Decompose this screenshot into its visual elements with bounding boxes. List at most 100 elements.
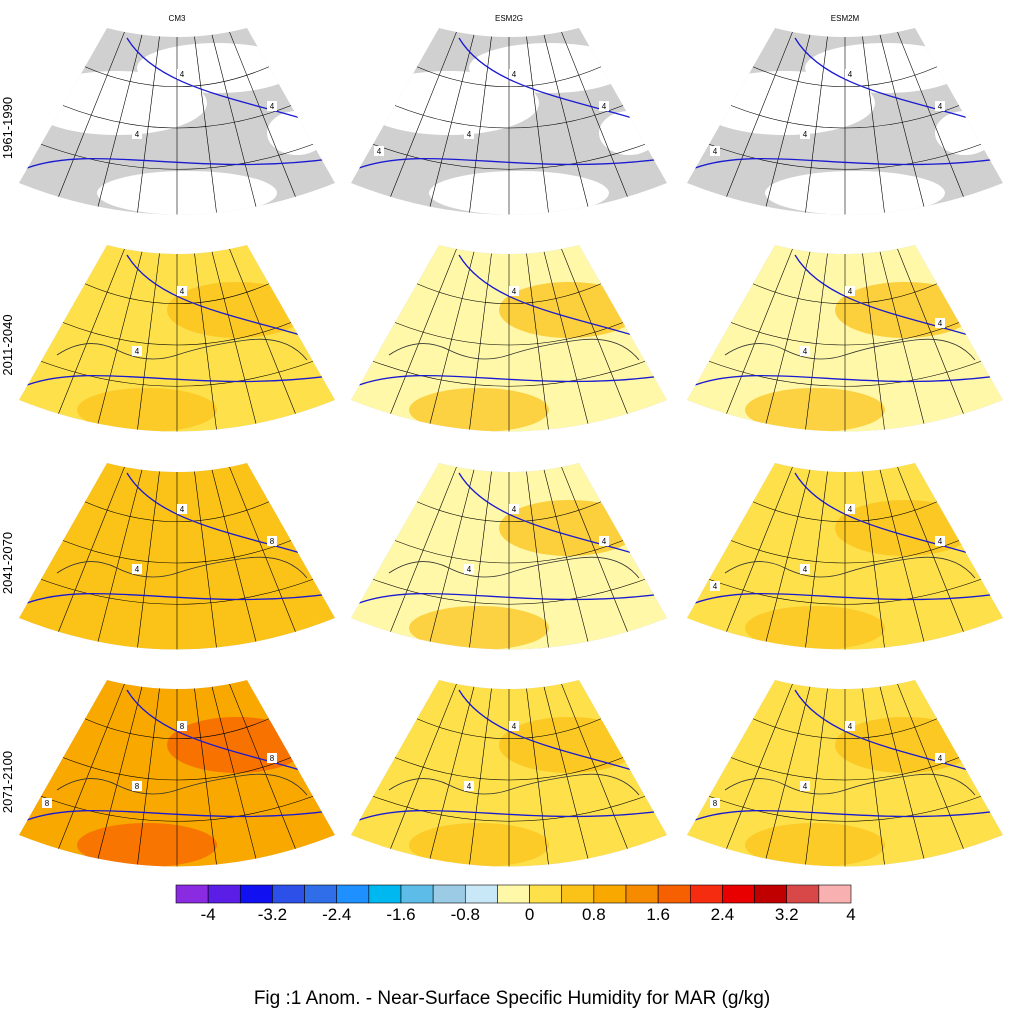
graticule-meridian: [429, 34, 475, 207]
graticule-parallel: [752, 718, 938, 740]
colorbar-swatch: [689, 884, 723, 904]
contour-line: [26, 809, 335, 821]
graticule-meridian: [526, 688, 549, 865]
colorbar-swatch: [368, 884, 402, 904]
anomaly-blob: [77, 606, 217, 650]
svg-text:4: 4: [180, 70, 185, 79]
anomaly-blob: [745, 388, 885, 432]
svg-text:4: 4: [803, 565, 808, 574]
colorbar-swatch: [400, 884, 434, 904]
svg-text:4: 4: [803, 130, 808, 139]
graticule-meridian: [469, 36, 492, 213]
contour-label: 4: [177, 286, 187, 296]
contour-label: 4: [177, 69, 187, 79]
colorbar-tick-label: -3.2: [258, 905, 287, 924]
coastline: [388, 338, 640, 361]
map-panel: 4 4 4: [351, 463, 667, 650]
graticule-parallel: [372, 143, 646, 170]
graticule-parallel: [372, 578, 646, 605]
graticule-parallel: [84, 283, 270, 305]
graticule-parallel: [40, 360, 314, 387]
graticule-parallel: [62, 105, 292, 129]
graticule-meridian: [862, 688, 885, 865]
graticule-parallel: [416, 718, 602, 740]
contour-label: 4: [599, 536, 609, 546]
contour-line: [26, 374, 335, 386]
graticule-meridian: [211, 34, 257, 207]
graticule-meridian: [137, 688, 160, 865]
row-label-2071-2100: 2071-2100: [0, 751, 15, 813]
graticule-meridian: [390, 31, 457, 197]
graticule-meridian: [97, 251, 143, 424]
svg-text:4: 4: [602, 537, 607, 546]
contour-line: [458, 689, 650, 776]
graticule-meridian: [390, 466, 457, 632]
contour-label: 4: [845, 69, 855, 79]
contour-line: [358, 809, 667, 821]
graticule-parallel: [708, 360, 982, 387]
graticule-meridian: [137, 36, 160, 213]
contour-label: 4: [935, 753, 945, 763]
svg-text:8: 8: [713, 799, 718, 808]
graticule-parallel: [372, 795, 646, 822]
graticule-meridian: [805, 36, 828, 213]
land-mass: [469, 43, 629, 93]
contour-label: 4: [374, 146, 384, 156]
contour-line: [694, 374, 1003, 386]
svg-text:8: 8: [270, 537, 275, 546]
colorbar-swatch: [818, 884, 852, 904]
contour-label: 4: [800, 781, 810, 791]
graticule-parallel: [394, 540, 624, 564]
graticule-meridian: [879, 251, 925, 424]
contour-label: 8: [177, 721, 187, 731]
graticule-meridian: [765, 34, 811, 207]
graticule-meridian: [726, 248, 793, 414]
graticule-parallel: [752, 283, 938, 305]
colorbar-tick-label: 3.2: [775, 905, 799, 924]
graticule-parallel: [416, 501, 602, 523]
contour-line: [126, 472, 318, 559]
graticule-parallel: [62, 540, 292, 564]
column-titles: CM3 ESM2G ESM2M: [169, 14, 860, 23]
svg-text:4: 4: [803, 782, 808, 791]
contour-label: 4: [845, 721, 855, 731]
graticule-parallel: [394, 757, 624, 781]
graticule-meridian: [97, 34, 143, 207]
contour-label: 4: [935, 536, 945, 546]
anomaly-blob: [745, 823, 885, 867]
anomaly-blob: [409, 388, 549, 432]
contour-label: 4: [464, 564, 474, 574]
graticule-meridian: [390, 248, 457, 414]
graticule-meridian: [469, 253, 492, 430]
graticule-meridian: [229, 31, 296, 197]
graticule-parallel: [394, 105, 624, 129]
svg-text:8: 8: [180, 722, 185, 731]
graticule-meridian: [805, 471, 828, 648]
map-panel: 4 4 4 4: [687, 463, 1003, 650]
graticule-meridian: [58, 248, 125, 414]
graticule-parallel: [84, 501, 270, 523]
graticule-meridian: [765, 469, 811, 642]
graticule-meridian: [879, 34, 925, 207]
anomaly-blob: [167, 282, 307, 338]
graticule-meridian: [211, 469, 257, 642]
svg-text:4: 4: [848, 505, 853, 514]
graticule-meridian: [897, 683, 964, 849]
graticule-meridian: [469, 471, 492, 648]
contour-label: 4: [132, 346, 142, 356]
coastline: [56, 556, 308, 579]
contour-label: 4: [509, 721, 519, 731]
column-title-cm3: CM3: [169, 14, 186, 23]
colorbar-swatch: [336, 884, 370, 904]
column-title-esm2m: ESM2M: [831, 14, 860, 23]
graticule-meridian: [429, 251, 475, 424]
graticule-parallel: [40, 795, 314, 822]
graticule-meridian: [726, 683, 793, 849]
graticule-parallel: [752, 66, 938, 88]
graticule-meridian: [229, 683, 296, 849]
graticule-meridian: [429, 469, 475, 642]
graticule-meridian: [862, 253, 885, 430]
svg-text:4: 4: [713, 582, 718, 591]
svg-text:4: 4: [467, 565, 472, 574]
graticule-meridian: [390, 683, 457, 849]
